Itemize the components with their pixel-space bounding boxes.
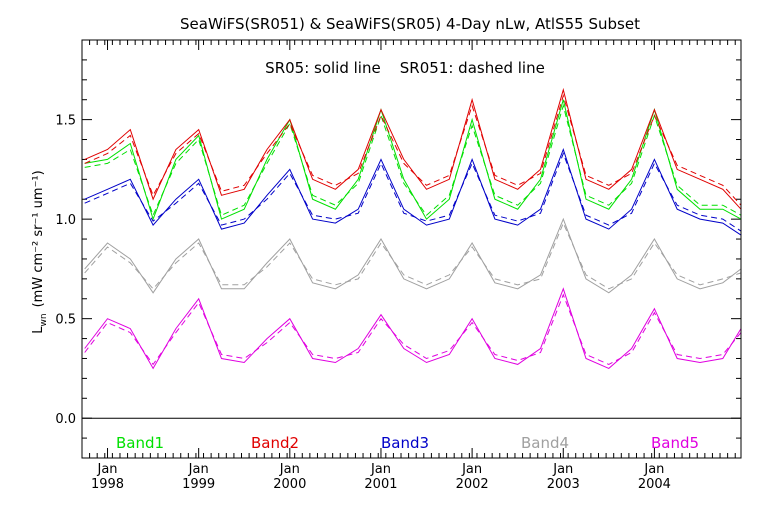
line-style-note: SR05: solid line SR051: dashed line bbox=[265, 59, 545, 77]
legend-band3: Band3 bbox=[381, 434, 429, 452]
x-tick-year: 2003 bbox=[547, 477, 580, 492]
legend-band5: Band5 bbox=[651, 434, 699, 452]
band5-sr05-solid-line bbox=[84, 287, 742, 370]
legend-band4: Band4 bbox=[521, 434, 569, 452]
x-tick-year: 2002 bbox=[456, 477, 489, 492]
tick-labels: 0.00.51.01.5Jan1998Jan1999Jan2000Jan2001… bbox=[55, 114, 671, 492]
x-tick-year: 2004 bbox=[638, 477, 671, 492]
band3-sr05-solid-line bbox=[84, 148, 742, 236]
x-tick-month: Jan bbox=[188, 462, 209, 477]
y-axis-label: Lwn (mW cm⁻² sr⁻¹ um⁻¹) bbox=[31, 170, 49, 333]
x-tick-year: 2000 bbox=[273, 477, 306, 492]
x-tick-month: Jan bbox=[370, 462, 391, 477]
plot-frame bbox=[81, 39, 742, 459]
chart-title: SeaWiFS(SR051) & SeaWiFS(SR05) 4-Day nLw… bbox=[180, 15, 640, 33]
x-tick-month: Jan bbox=[96, 462, 117, 477]
y-tick-label: 0.5 bbox=[55, 313, 76, 328]
x-tick-month: Jan bbox=[552, 462, 573, 477]
series-lines bbox=[84, 87, 742, 370]
band2-sr05-solid-line bbox=[84, 87, 742, 210]
y-tick-label: 1.5 bbox=[55, 114, 76, 129]
legend-band1: Band1 bbox=[116, 434, 164, 452]
y-axis-label-units: (mW cm⁻² sr⁻¹ um⁻¹) bbox=[31, 170, 46, 307]
band4-sr05-solid-line bbox=[84, 217, 742, 294]
band2-sr051-dashed-line bbox=[84, 93, 742, 206]
y-axis-label-base: L bbox=[31, 326, 46, 334]
legend: Band1 Band2 Band3 Band4 Band5 bbox=[116, 434, 699, 452]
axis-ticks bbox=[81, 40, 741, 458]
band4-sr051-dashed-line bbox=[84, 221, 742, 290]
x-tick-year: 1999 bbox=[182, 477, 215, 492]
x-tick-year: 1998 bbox=[91, 477, 124, 492]
band1-sr05-solid-line bbox=[84, 99, 742, 221]
band5-sr051-dashed-line bbox=[84, 293, 742, 366]
x-tick-month: Jan bbox=[643, 462, 664, 477]
x-tick-month: Jan bbox=[279, 462, 300, 477]
y-axis-label-subscript: wn bbox=[39, 313, 49, 326]
legend-band2: Band2 bbox=[251, 434, 299, 452]
y-tick-label: 1.0 bbox=[55, 213, 76, 228]
y-tick-label: 0.0 bbox=[55, 412, 76, 427]
x-tick-month: Jan bbox=[461, 462, 482, 477]
x-tick-year: 2001 bbox=[364, 477, 397, 492]
